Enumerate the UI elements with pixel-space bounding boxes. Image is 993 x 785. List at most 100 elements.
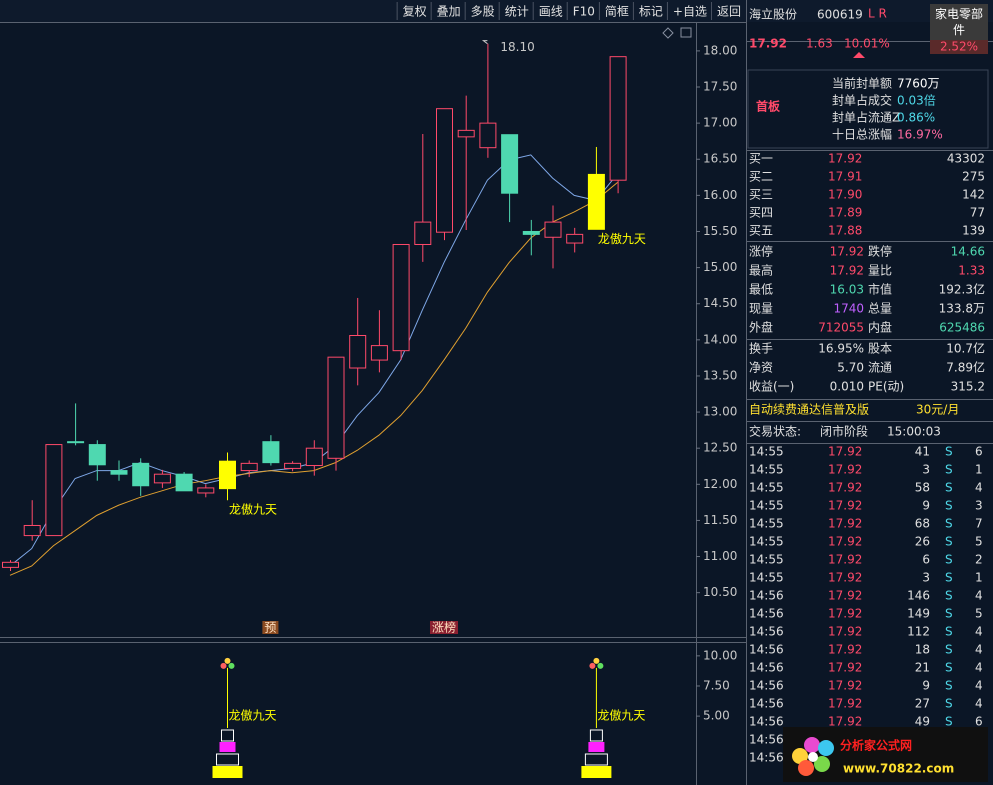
y-tick-label: 15.00 bbox=[703, 260, 737, 274]
seal-value: 0.03倍 bbox=[897, 93, 936, 108]
candle-body bbox=[587, 173, 605, 230]
status-label: 交易状态: bbox=[749, 424, 801, 439]
trade-count: 4 bbox=[975, 643, 983, 657]
toolbar-button[interactable]: F10 bbox=[573, 5, 595, 19]
trade-price: 17.92 bbox=[828, 481, 862, 495]
toolbar-button[interactable]: 标记 bbox=[639, 5, 663, 19]
toolbar-button[interactable]: 返回 bbox=[717, 5, 741, 19]
signal-dot bbox=[597, 662, 604, 669]
stock-tag: L R bbox=[868, 7, 887, 21]
ad-text[interactable]: 自动续费通达信普及版 bbox=[749, 403, 869, 417]
candle-body bbox=[327, 356, 345, 459]
trade-volume: 49 bbox=[915, 715, 930, 729]
stat-label: 净资 bbox=[749, 361, 773, 375]
trade-price: 17.92 bbox=[828, 715, 862, 729]
bid-price: 17.90 bbox=[828, 188, 862, 202]
candle-body bbox=[370, 345, 388, 361]
candle-body bbox=[262, 441, 280, 464]
trade-time: 14:55 bbox=[749, 445, 784, 459]
signal-dot bbox=[589, 662, 596, 669]
bid-label: 买二 bbox=[749, 170, 773, 184]
sector[interactable]: 家电零部件 bbox=[935, 6, 983, 37]
trade-count: 1 bbox=[975, 463, 983, 477]
trade-price: 17.92 bbox=[828, 517, 862, 531]
trade-volume: 68 bbox=[915, 517, 930, 531]
y-tick-label: 11.50 bbox=[703, 513, 737, 527]
trade-volume: 26 bbox=[915, 535, 930, 549]
stat-value: 133.8万 bbox=[939, 302, 985, 316]
candle-body bbox=[522, 230, 540, 235]
candle-body bbox=[153, 473, 171, 484]
trade-time: 14:56 bbox=[749, 589, 784, 603]
toolbar-button[interactable]: +自选 bbox=[673, 5, 707, 19]
icon[interactable] bbox=[680, 27, 692, 38]
trade-time: 14:55 bbox=[749, 499, 784, 513]
bid-label: 买五 bbox=[749, 224, 773, 238]
sector-box[interactable] bbox=[930, 4, 988, 40]
trade-time: 14:56 bbox=[749, 715, 784, 729]
trade-volume: 112 bbox=[907, 625, 930, 639]
stat-label: 最低 bbox=[749, 283, 773, 297]
trade-price: 17.92 bbox=[828, 553, 862, 567]
trade-count: 6 bbox=[975, 715, 983, 729]
stat-value: 17.92 bbox=[830, 264, 864, 278]
y-tick-label: 13.00 bbox=[703, 405, 737, 419]
trade-volume: 3 bbox=[922, 463, 930, 477]
stat-label: 最高 bbox=[749, 263, 773, 278]
stat-label: 换手 bbox=[749, 342, 773, 356]
trade-side: S bbox=[945, 535, 953, 549]
y-tick-label: 16.50 bbox=[703, 152, 737, 166]
signal-block bbox=[588, 742, 605, 752]
toolbar-button[interactable]: 统计 bbox=[505, 5, 529, 19]
arrow-button[interactable] bbox=[853, 52, 865, 58]
trade-volume: 9 bbox=[922, 499, 930, 513]
trade-volume: 41 bbox=[915, 445, 930, 459]
trade-time: 14:55 bbox=[749, 553, 784, 567]
trade-price: 17.92 bbox=[828, 571, 862, 585]
toolbar-button[interactable]: 多股 bbox=[471, 5, 495, 19]
toolbar-button[interactable]: 画线 bbox=[539, 5, 563, 19]
stock-code: 600619 bbox=[817, 8, 863, 22]
bid-price: 17.89 bbox=[828, 206, 862, 220]
bid-label: 买三 bbox=[749, 188, 773, 202]
toolbar-button[interactable]: 复权 bbox=[403, 5, 427, 19]
stat-value: 625486 bbox=[939, 321, 985, 335]
candle-body bbox=[457, 129, 475, 138]
trade-volume: 149 bbox=[907, 607, 930, 621]
toolbar-button[interactable]: 叠加 bbox=[437, 5, 461, 19]
y-tick-label: 13.50 bbox=[703, 368, 737, 382]
signal-block bbox=[584, 753, 608, 766]
bid-volume: 77 bbox=[970, 206, 985, 220]
sector-change: 2.52% bbox=[940, 40, 978, 54]
y-tick-label: 17.50 bbox=[703, 80, 737, 94]
trade-time: 14:55 bbox=[749, 535, 784, 549]
candle-body bbox=[88, 444, 106, 466]
trade-price: 17.92 bbox=[828, 607, 862, 621]
event-marker[interactable]: 涨榜 bbox=[432, 620, 456, 635]
watermark-logo bbox=[792, 737, 834, 776]
candle-body bbox=[284, 462, 302, 469]
trade-count: 7 bbox=[975, 517, 983, 531]
y-tick-label: 15.50 bbox=[703, 224, 737, 238]
trade-side: S bbox=[945, 715, 953, 729]
candle-body bbox=[23, 524, 41, 537]
event-marker[interactable]: 预 bbox=[264, 621, 276, 635]
trade-price: 17.92 bbox=[828, 589, 862, 603]
trade-time: 14:56 bbox=[749, 679, 784, 693]
bid-volume: 275 bbox=[962, 170, 985, 184]
event-marker-bg bbox=[429, 621, 459, 634]
stat-value: 1740 bbox=[833, 302, 864, 316]
signal-dot bbox=[593, 657, 600, 664]
candle-body bbox=[45, 444, 63, 537]
bid-price: 17.91 bbox=[828, 170, 862, 184]
bid-label: 买一 bbox=[749, 152, 773, 166]
toolbar-button[interactable]: 简框 bbox=[605, 5, 629, 19]
stat-label: PE(动) bbox=[868, 380, 904, 394]
stat-value: 14.66 bbox=[951, 245, 985, 259]
stock-name: 海立股份 bbox=[749, 7, 797, 22]
icon[interactable] bbox=[662, 27, 674, 39]
seal-box bbox=[747, 69, 989, 149]
stat-value: 16.95% bbox=[818, 342, 864, 356]
stat-label: 收益(一) bbox=[749, 380, 794, 394]
